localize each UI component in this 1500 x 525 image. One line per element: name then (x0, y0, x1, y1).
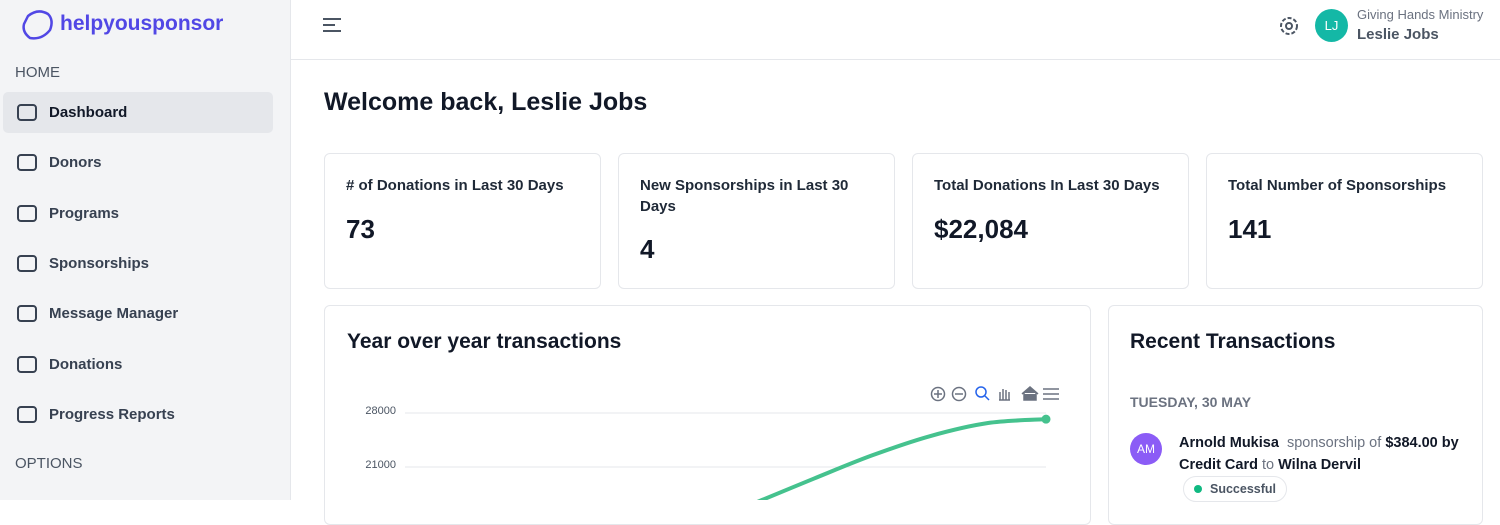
nav-icon (17, 305, 37, 323)
stat-card: # of Donations in Last 30 Days 73 (324, 153, 601, 289)
status: Successful (1210, 482, 1277, 496)
nav-item[interactable]: Donations (49, 355, 123, 373)
icon-shape (17, 305, 37, 323)
user-name[interactable]: Leslie Jobs (1357, 26, 1439, 43)
stat-label: Total Number of Sponsorships (1228, 177, 1447, 194)
line-series (756, 417, 1047, 500)
nav-icon (17, 254, 37, 272)
stat-value: 4 (640, 234, 655, 264)
icon-shape (17, 104, 37, 121)
welcome: Welcome back, Leslie Jobs (324, 88, 648, 116)
icon-shape (17, 204, 37, 222)
transaction[interactable]: Arnold Mukisa sponsorship of $384.00 by … (1179, 432, 1469, 476)
icon-shape (17, 254, 37, 272)
section-heading: OPTIONS (15, 455, 83, 472)
chart-card: Year over year transactions (324, 305, 1091, 525)
stat-value: 141 (1228, 214, 1272, 244)
nav-icon (17, 104, 37, 121)
card-title: Year over year transactions (347, 330, 622, 353)
icon-shape (17, 355, 37, 373)
stat-label: Total Donations In Last 30 Days (934, 177, 1160, 194)
icon-shape (17, 154, 37, 172)
sidebar: helpyousponsor HOME OPTIONS Dashboard Don… (0, 0, 291, 500)
stat-card: Total Number of Sponsorships 141 (1206, 153, 1483, 289)
stat-label: # of Donations in Last 30 Days (346, 177, 564, 194)
nav-item[interactable]: Message Manager (49, 305, 179, 323)
kind: sponsorship of (1286, 435, 1382, 451)
nav-item[interactable]: Programs (49, 204, 120, 222)
stat-label: New Sponsorships in Last 30 Days (640, 177, 849, 215)
topbar: LJ Giving Hands Ministry Leslie Jobs (291, 0, 1500, 60)
y-tick-label: 21000 (365, 459, 396, 471)
end-marker (1041, 414, 1051, 424)
connector: to (1262, 457, 1275, 473)
stat-value: 73 (346, 214, 375, 244)
chart: 21000 28000 (365, 386, 1060, 500)
recipient: Wilna Dervil (1278, 457, 1361, 473)
donor: Arnold Mukisa (1179, 435, 1279, 451)
card-title: Recent Transactions (1130, 330, 1336, 353)
avatar[interactable]: LJ (1315, 9, 1348, 42)
nav-item[interactable]: Progress Reports (49, 405, 175, 423)
nav-item[interactable]: Dashboard (3, 92, 273, 133)
nav-icon (17, 154, 37, 172)
settings-icon[interactable] (1277, 14, 1301, 38)
amount: $384.00 (1385, 435, 1438, 451)
organization: Giving Hands Ministry (1357, 7, 1484, 22)
logo (22, 10, 53, 40)
nav-icon (17, 355, 37, 373)
brand: helpyousponsor (60, 12, 224, 35)
chart-toolbar[interactable] (930, 386, 1060, 402)
stat-card: New Sponsorships in Last 30 Days 4 (618, 153, 895, 289)
stat-value: $22,084 (934, 214, 1028, 244)
nav-item[interactable]: Donors (49, 154, 102, 172)
nav-icon (17, 405, 37, 423)
section-heading: HOME (15, 64, 60, 81)
stat-card: Total Donations In Last 30 Days $22,084 (912, 153, 1189, 289)
nav-item[interactable]: Sponsorships (49, 254, 150, 272)
method: by Credit Card (1179, 435, 1459, 473)
icon-shape (17, 405, 37, 423)
y-tick-label: 28000 (365, 405, 396, 417)
menu-toggle[interactable] (321, 16, 345, 36)
nav-icon (17, 204, 37, 222)
date-heading: TUESDAY, 30 MAY (1130, 394, 1252, 410)
avatar: AM (1130, 433, 1162, 465)
